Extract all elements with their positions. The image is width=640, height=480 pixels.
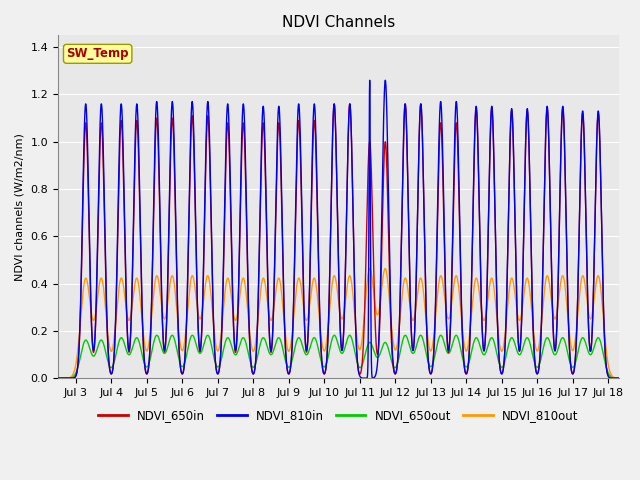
Y-axis label: NDVI channels (W/m2/nm): NDVI channels (W/m2/nm) <box>15 133 25 281</box>
Legend: NDVI_650in, NDVI_810in, NDVI_650out, NDVI_810out: NDVI_650in, NDVI_810in, NDVI_650out, NDV… <box>93 405 583 427</box>
Title: NDVI Channels: NDVI Channels <box>282 15 395 30</box>
Text: SW_Temp: SW_Temp <box>67 48 129 60</box>
